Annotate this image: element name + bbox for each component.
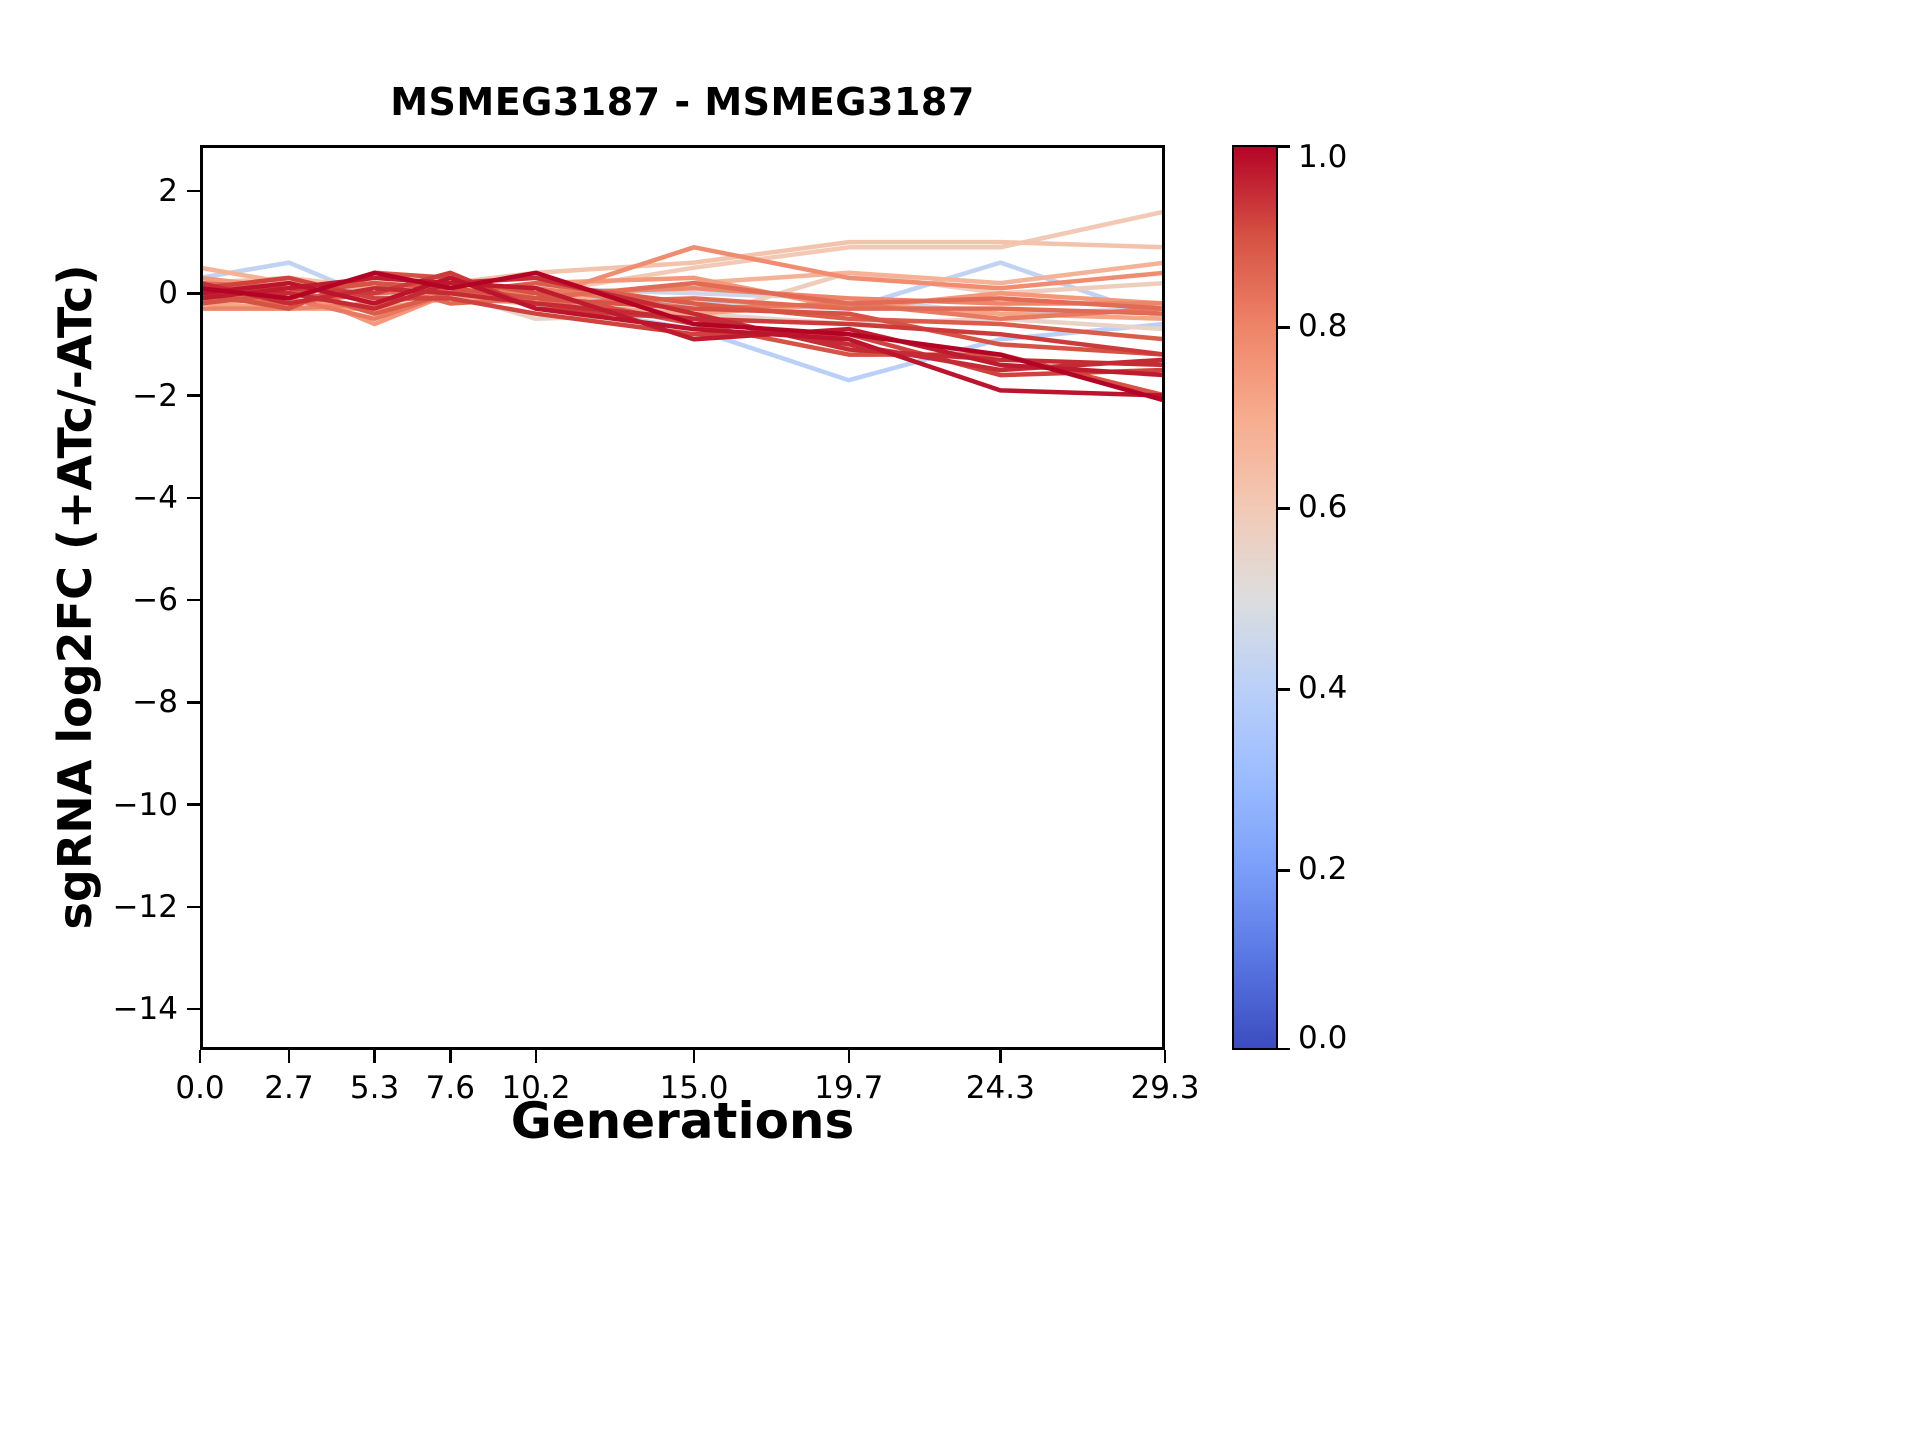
colorbar-tick-label: 1.0 bbox=[1298, 139, 1348, 175]
x-tick-label: 19.7 bbox=[814, 1070, 884, 1106]
y-tick-mark bbox=[187, 189, 200, 193]
y-tick-label: −4 bbox=[132, 479, 178, 516]
x-tick-mark bbox=[287, 1050, 291, 1063]
y-tick-mark bbox=[187, 292, 200, 295]
x-tick-mark bbox=[692, 1050, 696, 1063]
x-tick-mark bbox=[373, 1050, 376, 1063]
x-tick-mark bbox=[1163, 1050, 1167, 1063]
colorbar-tick-mark bbox=[1278, 507, 1290, 510]
y-tick-mark bbox=[187, 394, 200, 397]
x-tick-mark bbox=[999, 1050, 1002, 1063]
colorbar-tick-mark bbox=[1278, 869, 1290, 872]
x-tick-label: 0.0 bbox=[175, 1070, 225, 1106]
y-axis-label: sgRNA log2FC (+ATc/-ATc) bbox=[48, 264, 102, 930]
colorbar-tick-mark bbox=[1278, 145, 1290, 148]
y-tick-mark bbox=[187, 496, 200, 500]
x-tick-label: 5.3 bbox=[349, 1070, 400, 1106]
colorbar-tick-label: 0.0 bbox=[1298, 1020, 1348, 1056]
colorbar-tick-mark bbox=[1278, 688, 1290, 691]
y-tick-mark bbox=[187, 905, 200, 909]
colorbar-tick-mark bbox=[1278, 326, 1290, 329]
colorbar-tick-label: 0.4 bbox=[1298, 670, 1348, 706]
x-tick-label: 7.6 bbox=[425, 1070, 475, 1106]
colorbar-gradient bbox=[1234, 147, 1276, 1048]
chart-title: MSMEG3187 - MSMEG3187 bbox=[390, 80, 975, 124]
series-line bbox=[200, 275, 1165, 368]
y-tick-label: −14 bbox=[112, 991, 178, 1028]
plot-border bbox=[200, 145, 1165, 1050]
y-tick-mark bbox=[187, 803, 200, 806]
y-tick-label: −2 bbox=[132, 377, 178, 414]
x-tick-label: 24.3 bbox=[965, 1070, 1035, 1106]
x-tick-label: 15.0 bbox=[659, 1070, 729, 1106]
series-line bbox=[200, 275, 1165, 378]
y-tick-label: −10 bbox=[112, 786, 178, 823]
x-tick-label: 29.3 bbox=[1130, 1070, 1200, 1106]
y-tick-mark bbox=[187, 701, 200, 704]
y-tick-label: −8 bbox=[132, 684, 178, 721]
colorbar-tick-mark bbox=[1278, 1047, 1290, 1050]
colorbar bbox=[1232, 145, 1278, 1050]
x-tick-label: 10.2 bbox=[501, 1070, 571, 1106]
x-tick-mark bbox=[198, 1050, 202, 1063]
x-tick-label: 2.7 bbox=[264, 1070, 314, 1106]
plot-area bbox=[200, 145, 1165, 1050]
colorbar-tick-label: 0.2 bbox=[1298, 851, 1348, 887]
y-tick-label: −12 bbox=[112, 888, 178, 925]
colorbar-tick-label: 0.8 bbox=[1298, 308, 1348, 344]
y-tick-label: 2 bbox=[158, 173, 178, 210]
y-tick-label: −6 bbox=[132, 582, 178, 619]
x-tick-mark bbox=[534, 1050, 538, 1063]
y-tick-label: 0 bbox=[158, 275, 178, 312]
x-tick-mark bbox=[847, 1050, 851, 1063]
colorbar-tick-label: 0.6 bbox=[1298, 489, 1348, 525]
x-tick-mark bbox=[449, 1050, 452, 1063]
y-tick-mark bbox=[187, 1007, 200, 1011]
plot-lines-group bbox=[200, 209, 1165, 403]
y-tick-mark bbox=[187, 598, 200, 602]
series-line bbox=[200, 270, 1165, 403]
x-axis-label: Generations bbox=[510, 1092, 855, 1150]
